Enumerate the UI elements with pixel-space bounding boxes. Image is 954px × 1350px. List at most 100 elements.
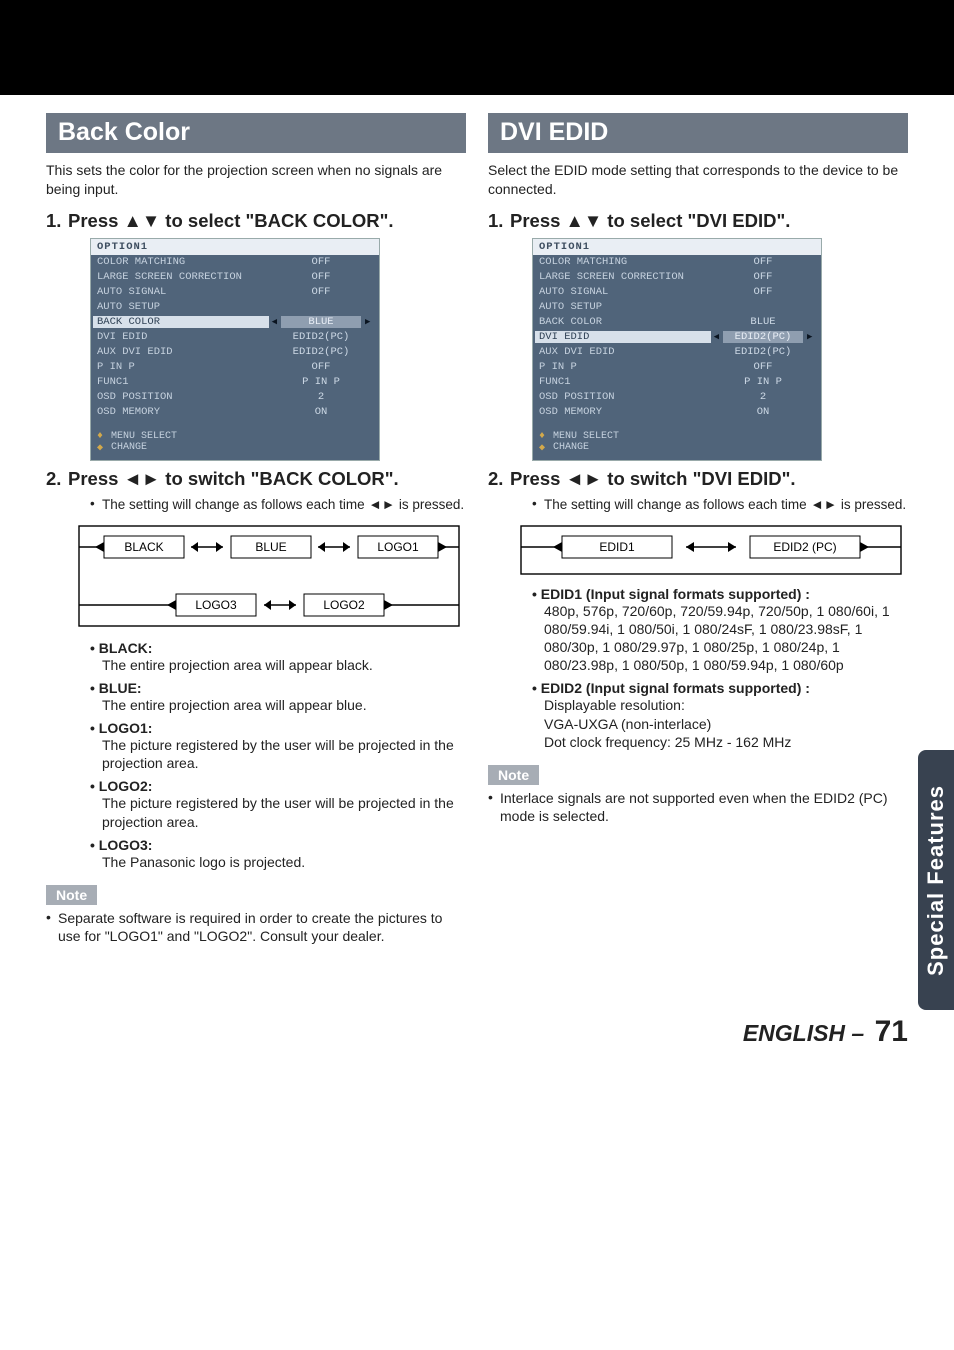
osd-row: P IN P OFF [533, 360, 821, 375]
osd-label: AUX DVI EDID [97, 346, 269, 358]
osd-label: AUX DVI EDID [539, 346, 711, 358]
definition-text: The entire projection area will appear b… [102, 696, 466, 714]
osd-value: OFF [723, 361, 803, 373]
osd-label: AUTO SIGNAL [97, 286, 269, 298]
osd-footer: ♦MENU SELECT ◆CHANGE [91, 428, 379, 460]
arrow-right-icon: ▶ [807, 332, 812, 342]
osd-row: AUTO SIGNAL OFF [91, 285, 379, 300]
step-text: Press ▲▼ to select "BACK COLOR". [68, 209, 466, 232]
osd-value: OFF [723, 286, 803, 298]
osd-value: EDID2(PC) [723, 331, 803, 343]
flow-box: BLUE [255, 540, 286, 554]
osd-label: P IN P [539, 361, 711, 373]
left-step1-heading: 1. Press ▲▼ to select "BACK COLOR". [46, 209, 466, 232]
bullet-dot: • [46, 909, 58, 945]
back-color-definitions: BLACK: The entire projection area will a… [90, 640, 466, 871]
right-intro: Select the EDID mode setting that corres… [488, 161, 908, 199]
osd-value: ON [281, 406, 361, 418]
side-tab: Special Features [918, 750, 954, 1010]
osd-label: AUTO SIGNAL [539, 286, 711, 298]
osd-value: OFF [723, 256, 803, 268]
step-text: Press ▲▼ to select "DVI EDID". [510, 209, 908, 232]
definition-term: EDID2 (Input signal formats supported) : [532, 680, 908, 696]
right-column: DVI EDID Select the EDID mode setting th… [488, 113, 908, 945]
osd-row: BACK COLOR BLUE [533, 315, 821, 330]
dvi-edid-definitions: EDID1 (Input signal formats supported) :… [532, 586, 908, 751]
osd-row: AUTO SIGNAL OFF [533, 285, 821, 300]
osd-footer-text: CHANGE [553, 442, 589, 453]
bullet-text: The setting will change as follows each … [102, 496, 466, 514]
osd-footer-text: MENU SELECT [111, 431, 177, 442]
back-color-flow-diagram: BLACK BLUE LOGO1 LOGO3 LOG [76, 522, 466, 632]
osd-row: FUNC1 P IN P [533, 375, 821, 390]
definition-term: BLUE: [90, 680, 466, 696]
footer-page-number: 71 [875, 1015, 908, 1048]
updown-icon: ♦ [539, 431, 545, 442]
osd-label: LARGE SCREEN CORRECTION [97, 271, 269, 283]
step-number: 1. [488, 209, 510, 232]
definition-text: The picture registered by the user will … [102, 736, 466, 772]
osd-value: BLUE [723, 316, 803, 328]
osd-row: OSD MEMORY ON [533, 405, 821, 420]
definition-term: BLACK: [90, 640, 466, 656]
osd-label: DVI EDID [535, 331, 711, 343]
osd-row: DVI EDID EDID2(PC) [91, 330, 379, 345]
osd-row: BACK COLOR ◀BLUE▶ [91, 315, 379, 330]
osd-footer: ♦MENU SELECT ◆CHANGE [533, 428, 821, 460]
right-step1-heading: 1. Press ▲▼ to select "DVI EDID". [488, 209, 908, 232]
osd-label: LARGE SCREEN CORRECTION [539, 271, 711, 283]
osd-row: AUTO SETUP [533, 300, 821, 315]
osd-row: FUNC1 P IN P [91, 375, 379, 390]
bullet-dot: • [90, 496, 102, 514]
definition-term: LOGO2: [90, 778, 466, 794]
left-intro: This sets the color for the projection s… [46, 161, 466, 199]
right-note: • Interlace signals are not supported ev… [488, 789, 908, 825]
osd-label: BACK COLOR [93, 316, 269, 328]
step-number: 2. [488, 467, 510, 490]
osd-value: OFF [723, 271, 803, 283]
definition-text: The picture registered by the user will … [102, 794, 466, 830]
osd-value: EDID2(PC) [281, 331, 361, 343]
osd-value: OFF [281, 286, 361, 298]
osd-row: LARGE SCREEN CORRECTION OFF [91, 270, 379, 285]
osd-label: OSD POSITION [97, 391, 269, 403]
step-number: 2. [46, 467, 68, 490]
header-black-band [0, 0, 954, 95]
bullet-dot: • [488, 789, 500, 825]
osd-footer-text: CHANGE [111, 442, 147, 453]
osd-value: EDID2(PC) [723, 346, 803, 358]
side-tab-label: Special Features [923, 785, 949, 976]
leftright-icon: ◆ [539, 442, 545, 454]
left-step2-sub: • The setting will change as follows eac… [90, 496, 466, 514]
osd-value: OFF [281, 361, 361, 373]
osd-label: OSD MEMORY [539, 406, 711, 418]
step-number: 1. [46, 209, 68, 232]
osd-value: P IN P [723, 376, 803, 388]
note-heading: Note [46, 885, 97, 905]
definition-term: EDID1 (Input signal formats supported) : [532, 586, 908, 602]
flow-box: EDID2 (PC) [773, 540, 836, 554]
osd-label: P IN P [97, 361, 269, 373]
osd-value: P IN P [281, 376, 361, 388]
osd-label: FUNC1 [539, 376, 711, 388]
dvi-edid-flow-diagram: EDID1 EDID2 (PC) [518, 522, 908, 578]
note-text: Separate software is required in order t… [58, 909, 466, 945]
osd-row: AUX DVI EDID EDID2(PC) [533, 345, 821, 360]
arrow-right-icon: ▶ [365, 317, 370, 327]
left-note: • Separate software is required in order… [46, 909, 466, 945]
footer-lang: ENGLISH – [743, 1020, 864, 1046]
osd-value: EDID2(PC) [281, 346, 361, 358]
step-text: Press ◄► to switch "BACK COLOR". [68, 467, 466, 490]
leftright-icon: ◆ [97, 442, 103, 454]
osd-row: AUX DVI EDID EDID2(PC) [91, 345, 379, 360]
osd-value: BLUE [281, 316, 361, 328]
bullet-dot: • [532, 496, 544, 514]
osd-value: 2 [723, 391, 803, 403]
osd-menu-right: OPTION1 COLOR MATCHING OFF LARGE SCREEN … [532, 238, 822, 461]
osd-menu-left: OPTION1 COLOR MATCHING OFF LARGE SCREEN … [90, 238, 380, 461]
page-footer: ENGLISH – 71 [0, 1015, 954, 1077]
osd-row: OSD MEMORY ON [91, 405, 379, 420]
osd-title: OPTION1 [91, 239, 379, 255]
osd-row: COLOR MATCHING OFF [533, 255, 821, 270]
osd-label: OSD MEMORY [97, 406, 269, 418]
